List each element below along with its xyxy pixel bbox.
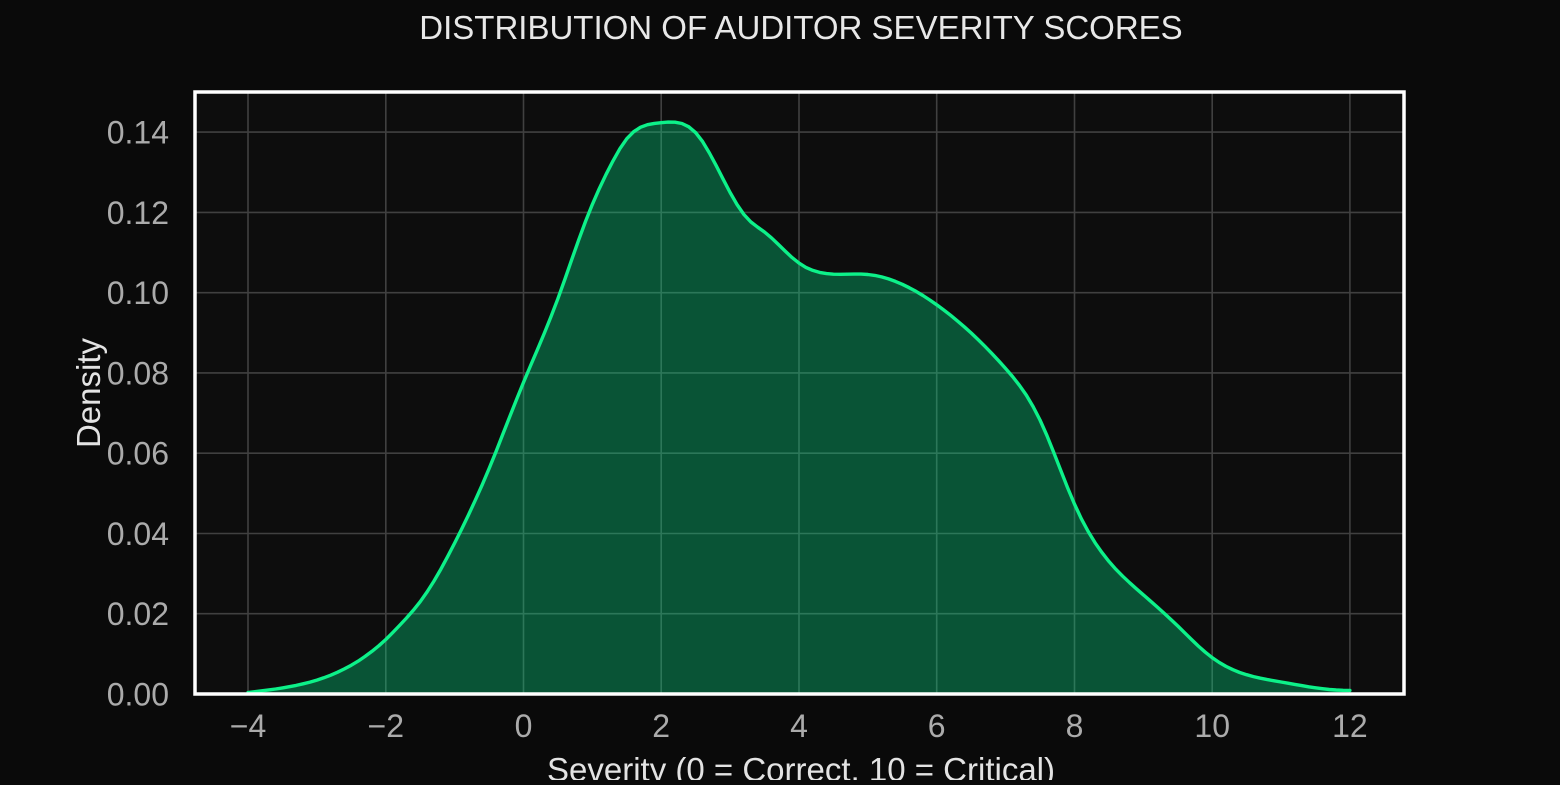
svg-text:12: 12: [1332, 708, 1368, 744]
svg-text:0.14: 0.14: [107, 115, 169, 151]
svg-text:6: 6: [928, 708, 946, 744]
svg-text:0.10: 0.10: [107, 275, 169, 311]
svg-text:0.12: 0.12: [107, 195, 169, 231]
svg-text:Density: Density: [70, 337, 107, 448]
svg-text:10: 10: [1194, 708, 1230, 744]
svg-text:0.08: 0.08: [107, 355, 169, 391]
svg-text:0: 0: [515, 708, 533, 744]
svg-text:0.02: 0.02: [107, 596, 169, 632]
svg-text:0.04: 0.04: [107, 516, 169, 552]
svg-text:Severity (0 = Correct, 10 = Cr: Severity (0 = Correct, 10 = Critical): [547, 751, 1055, 780]
svg-text:0.06: 0.06: [107, 436, 169, 472]
svg-text:−2: −2: [368, 708, 404, 744]
svg-text:4: 4: [790, 708, 808, 744]
svg-text:−4: −4: [230, 708, 266, 744]
svg-text:2: 2: [652, 708, 670, 744]
svg-text:8: 8: [1066, 708, 1084, 744]
svg-text:DISTRIBUTION OF AUDITOR SEVERI: DISTRIBUTION OF AUDITOR SEVERITY SCORES: [419, 9, 1182, 46]
svg-text:0.00: 0.00: [107, 677, 169, 713]
